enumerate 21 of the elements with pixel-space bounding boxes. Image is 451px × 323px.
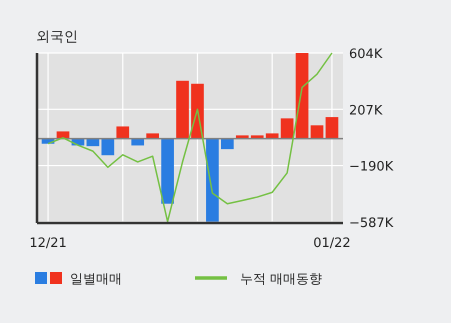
bar — [206, 138, 219, 222]
bar — [56, 131, 70, 139]
bar — [296, 53, 308, 139]
x-tick-label: 12/21 — [29, 236, 67, 251]
bar — [326, 117, 338, 139]
x-tick-label: 01/22 — [313, 236, 351, 251]
y-tick-label: 604K — [349, 47, 383, 62]
bar — [101, 138, 114, 156]
y-tick-label: −190K — [349, 160, 394, 175]
bar — [116, 126, 130, 139]
bar — [161, 138, 174, 204]
chart-title: 외국인 — [36, 29, 78, 45]
line-series — [47, 52, 333, 222]
bar — [280, 118, 294, 139]
bar — [310, 125, 324, 139]
y-tick-label: −587K — [349, 216, 394, 231]
legend-label: 누적 매매동향 — [240, 272, 322, 287]
legend-일별매매: 일별매매 — [35, 272, 122, 287]
bar — [176, 80, 189, 139]
legend-label: 일별매매 — [70, 272, 122, 287]
y-tick-label: 207K — [349, 103, 383, 118]
